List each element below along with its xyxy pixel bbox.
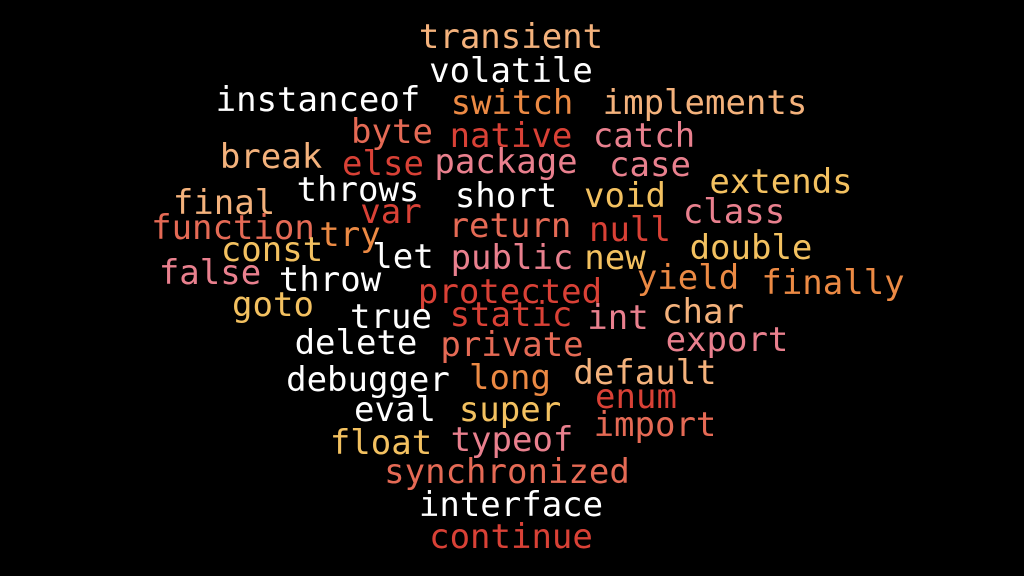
word-public: public [450,238,574,278]
word-class: class [682,192,786,232]
word-finally: finally [761,263,905,303]
word-delete: delete [294,323,418,363]
word-const: const [220,230,324,270]
word-enum: enum [595,377,677,417]
word-final: final [172,183,276,223]
word-float: float [329,423,433,463]
word-goto: goto [232,285,314,325]
word-debugger: debugger [286,360,450,400]
word-volatile: volatile [429,51,593,91]
word-else: else [342,144,424,184]
word-typeof: typeof [450,420,574,460]
word-false: false [158,253,262,293]
word-let: let [372,237,434,277]
word-native: native [449,116,573,156]
word-super: super [458,390,562,430]
word-interface: interface [418,485,604,525]
word-char: char [662,292,744,332]
word-double: double [689,228,813,268]
word-null: null [589,210,671,250]
word-transient: transient [418,17,604,57]
word-try: try [319,215,381,255]
word-case: case [609,145,691,185]
word-catch: catch [592,116,696,156]
word-yield: yield [636,258,740,298]
word-function: function [151,208,315,248]
word-implements: implements [602,83,808,123]
word-eval: eval [354,390,436,430]
word-extends: extends [709,162,853,202]
word-protected: protected [417,272,603,312]
word-instanceof: instanceof [215,80,421,120]
word-break: break [219,137,323,177]
word-new: new [584,238,646,278]
word-continue: continue [429,517,593,557]
word-short: short [454,176,558,216]
word-static: static [449,295,573,335]
word-export: export [665,320,789,360]
word-synchronized: synchronized [384,452,630,492]
word-int: int [587,298,649,338]
word-default: default [573,353,717,393]
word-void: void [584,176,666,216]
word-throw: throw [278,260,382,300]
word-throws: throws [296,170,420,210]
word-import: import [593,405,717,445]
word-byte: byte [351,112,433,152]
word-true: true [350,297,432,337]
word-switch: switch [450,83,574,123]
word-return: return [448,206,572,246]
word-package: package [434,142,578,182]
word-var: var [360,192,422,232]
word-private: private [440,325,584,365]
word-long: long [469,358,551,398]
